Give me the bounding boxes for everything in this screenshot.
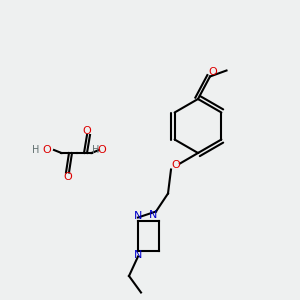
Text: O: O xyxy=(208,67,217,77)
Text: O: O xyxy=(171,160,180,170)
Text: H: H xyxy=(92,145,100,155)
Text: N: N xyxy=(134,250,142,260)
Text: N: N xyxy=(149,209,157,220)
Text: O: O xyxy=(98,145,106,155)
Text: O: O xyxy=(42,145,51,155)
Text: O: O xyxy=(63,172,72,182)
Text: N: N xyxy=(134,211,142,221)
Text: H: H xyxy=(32,145,40,155)
Text: O: O xyxy=(82,125,91,136)
